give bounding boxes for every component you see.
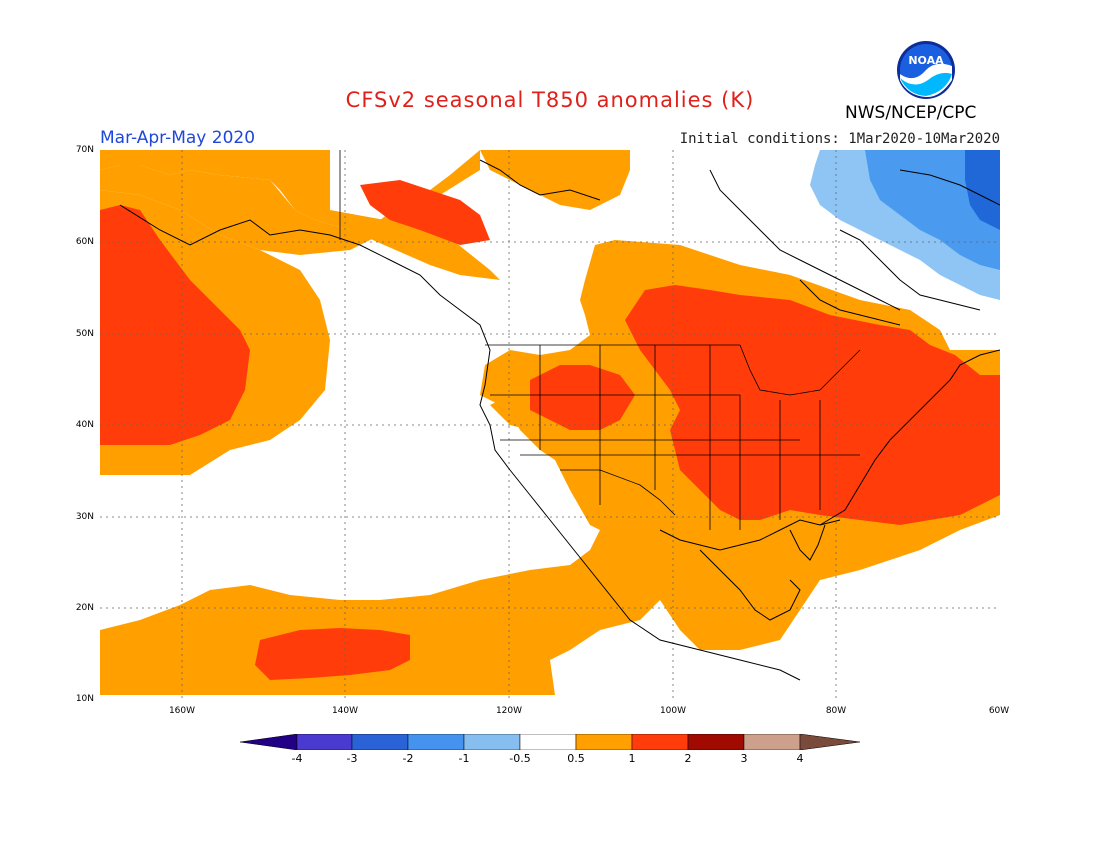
- graticule: [100, 150, 1000, 700]
- anomaly-region-strong-warm: [100, 205, 250, 445]
- lat-label: 30N: [75, 512, 94, 522]
- lon-label: 100W: [659, 706, 687, 716]
- colorbar-label: -3: [346, 752, 358, 765]
- colorbar-segment: [296, 734, 353, 750]
- anomaly-region-strong-warm: [360, 180, 490, 245]
- lat-label: 70N: [75, 145, 94, 155]
- colorbar-label: 3: [740, 752, 748, 765]
- colorbar-label: -1: [458, 752, 470, 765]
- anomaly-map: [100, 150, 1000, 700]
- colorbar-segment: [799, 734, 860, 750]
- lon-label: 160W: [168, 706, 196, 716]
- colorbar-segment: [240, 734, 298, 750]
- anomaly-region-cold-strong: [965, 150, 1000, 230]
- colorbar-label: -4: [291, 752, 303, 765]
- colorbar-segment: [463, 734, 521, 750]
- lat-label: 20N: [75, 603, 94, 613]
- colorbar-segment: [575, 734, 633, 750]
- colorbar-label: -2: [402, 752, 414, 765]
- colorbar-segment: [519, 734, 577, 750]
- colorbar-segment: [407, 734, 465, 750]
- initial-conditions-label: Initial conditions: 1Mar2020-10Mar2020: [679, 131, 1000, 147]
- coastlines: [119, 159, 1000, 681]
- colorbar-segment: [743, 734, 801, 750]
- anomaly-region-warm: [100, 525, 670, 695]
- lon-label: 60W: [988, 706, 1010, 716]
- season-label: Mar-Apr-May 2020: [100, 128, 256, 148]
- agency-label: NWS/NCEP/CPC: [845, 103, 977, 123]
- colorbar-label: 0.5: [567, 752, 585, 765]
- map-title: CFSv2 seasonal T850 anomalies (K): [345, 88, 755, 112]
- lat-label: 50N: [75, 329, 94, 339]
- political-borders: [339, 150, 861, 530]
- colorbar-segment: [631, 734, 689, 750]
- lat-label: 60N: [75, 237, 94, 247]
- colorbar-segment: [351, 734, 409, 750]
- colorbar-label: -0.5: [509, 752, 531, 765]
- anomaly-region-warm: [100, 150, 630, 280]
- colorbar: [240, 734, 860, 750]
- anomaly-region-strong-warm: [530, 365, 635, 430]
- colorbar-label: 1: [628, 752, 636, 765]
- anomaly-region-warm: [100, 150, 480, 255]
- noaa-logo: NOAA: [897, 41, 955, 99]
- anomaly-region-strong-warm: [255, 628, 410, 680]
- lon-label: 80W: [825, 706, 847, 716]
- lat-label: 40N: [75, 420, 94, 430]
- colorbar-segment: [687, 734, 745, 750]
- logo-text: NOAA: [908, 54, 944, 67]
- lat-label: 10N: [75, 694, 94, 704]
- colorbar-label: 4: [796, 752, 804, 765]
- lon-label: 120W: [495, 706, 523, 716]
- lon-label: 140W: [331, 706, 359, 716]
- colorbar-label: 2: [684, 752, 692, 765]
